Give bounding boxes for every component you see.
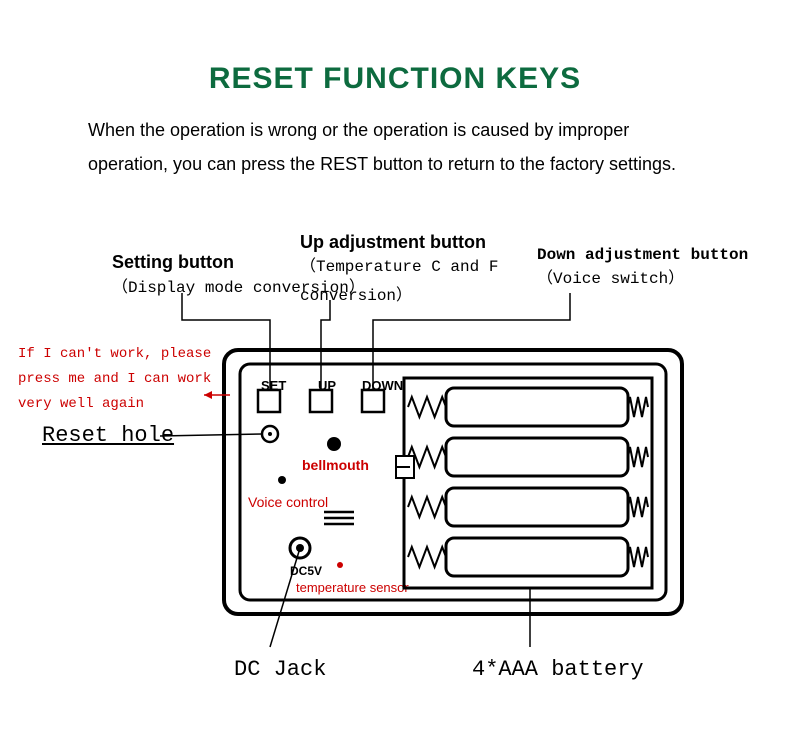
device-diagram	[0, 0, 790, 742]
